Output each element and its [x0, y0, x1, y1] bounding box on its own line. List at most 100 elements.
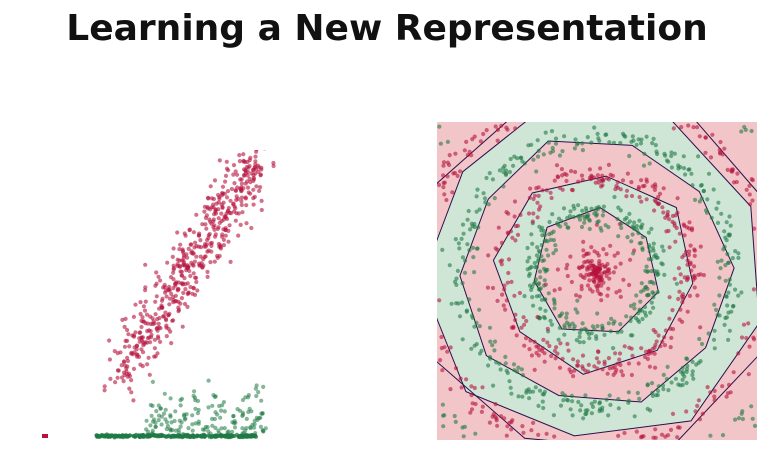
point-class-b — [438, 141, 443, 146]
point-class-a — [590, 289, 595, 294]
point-class-b — [527, 271, 532, 276]
point-class-a — [238, 222, 243, 227]
point-class-a — [148, 314, 153, 319]
point-class-a — [202, 209, 207, 214]
point-class-a — [586, 251, 591, 256]
point-class-b — [587, 336, 592, 341]
point-class-b — [568, 407, 573, 412]
point-class-b — [221, 400, 226, 405]
point-class-a — [186, 246, 191, 251]
point-class-a — [442, 180, 447, 185]
point-class-b — [653, 143, 658, 148]
point-class-b — [539, 243, 544, 248]
point-class-b — [601, 204, 606, 209]
point-class-a — [225, 189, 231, 194]
point-class-b — [172, 418, 177, 424]
point-class-b — [460, 281, 465, 286]
point-class-b — [736, 293, 741, 298]
point-class-b — [730, 304, 736, 309]
point-class-a — [544, 431, 549, 436]
point-class-a — [220, 191, 225, 196]
point-class-a — [670, 219, 675, 224]
point-class-b — [619, 329, 624, 334]
point-class-a — [668, 427, 674, 432]
point-class-b — [465, 242, 470, 247]
point-class-b — [624, 314, 629, 319]
point-class-a — [158, 278, 163, 283]
learned-representation-scatter — [42, 150, 276, 440]
point-class-a — [187, 227, 192, 232]
point-class-b — [440, 247, 445, 252]
point-class-a — [682, 275, 687, 280]
point-class-a — [121, 379, 126, 384]
point-class-a — [239, 202, 244, 208]
point-class-a — [241, 152, 246, 157]
point-class-b — [253, 386, 258, 391]
point-class-b — [568, 209, 573, 214]
point-class-a — [502, 416, 507, 421]
point-class-b — [630, 134, 635, 139]
point-class-a — [547, 343, 552, 349]
point-class-b — [692, 197, 698, 202]
point-class-a — [490, 285, 496, 291]
point-class-a — [175, 230, 180, 235]
point-class-a — [662, 343, 667, 348]
point-class-a — [675, 196, 680, 201]
point-class-b — [583, 393, 588, 398]
point-class-a — [239, 199, 244, 204]
point-class-a — [617, 357, 622, 362]
point-class-a — [578, 273, 583, 278]
point-class-a — [658, 344, 663, 349]
point-class-a — [133, 330, 138, 335]
point-class-a — [673, 239, 678, 244]
point-class-b — [639, 281, 644, 286]
point-class-a — [453, 151, 458, 156]
point-class-a — [209, 240, 214, 246]
point-class-a — [493, 402, 498, 407]
point-class-a — [152, 346, 157, 351]
point-class-b — [698, 183, 704, 188]
point-class-a — [192, 245, 197, 250]
point-class-b — [252, 418, 257, 423]
point-class-b — [546, 291, 551, 296]
point-class-a — [437, 298, 442, 303]
point-class-a — [464, 139, 469, 144]
point-class-a — [221, 217, 226, 222]
point-class-a — [639, 178, 644, 183]
point-class-b — [640, 316, 645, 322]
point-class-a — [236, 196, 241, 201]
point-class-a — [606, 286, 611, 291]
point-class-b — [191, 393, 196, 398]
point-class-a — [725, 391, 731, 396]
point-class-b — [609, 316, 614, 321]
point-class-a — [607, 276, 612, 281]
point-class-b — [216, 431, 221, 436]
point-class-b — [460, 255, 465, 260]
point-class-b — [539, 254, 544, 259]
point-class-b — [520, 373, 525, 378]
point-class-a — [122, 324, 127, 329]
point-class-a — [127, 386, 132, 391]
point-class-a — [599, 298, 604, 303]
point-class-a — [666, 217, 672, 222]
point-class-a — [467, 149, 472, 154]
point-class-b — [590, 324, 595, 329]
point-class-b — [593, 208, 598, 213]
point-class-a — [127, 344, 132, 349]
point-class-a — [121, 360, 127, 365]
point-class-a — [153, 299, 158, 304]
point-class-b — [533, 277, 539, 282]
point-class-a — [606, 162, 611, 167]
point-class-b — [637, 396, 642, 401]
point-class-b — [630, 333, 635, 338]
point-class-a — [747, 344, 752, 349]
point-class-a — [532, 339, 537, 344]
point-class-a — [171, 270, 176, 275]
point-class-b — [697, 336, 702, 342]
point-class-a — [244, 203, 249, 208]
point-class-b — [622, 217, 627, 222]
point-class-a — [203, 222, 208, 227]
point-class-b — [638, 299, 643, 304]
point-class-b — [685, 363, 690, 368]
point-class-b — [717, 275, 722, 280]
